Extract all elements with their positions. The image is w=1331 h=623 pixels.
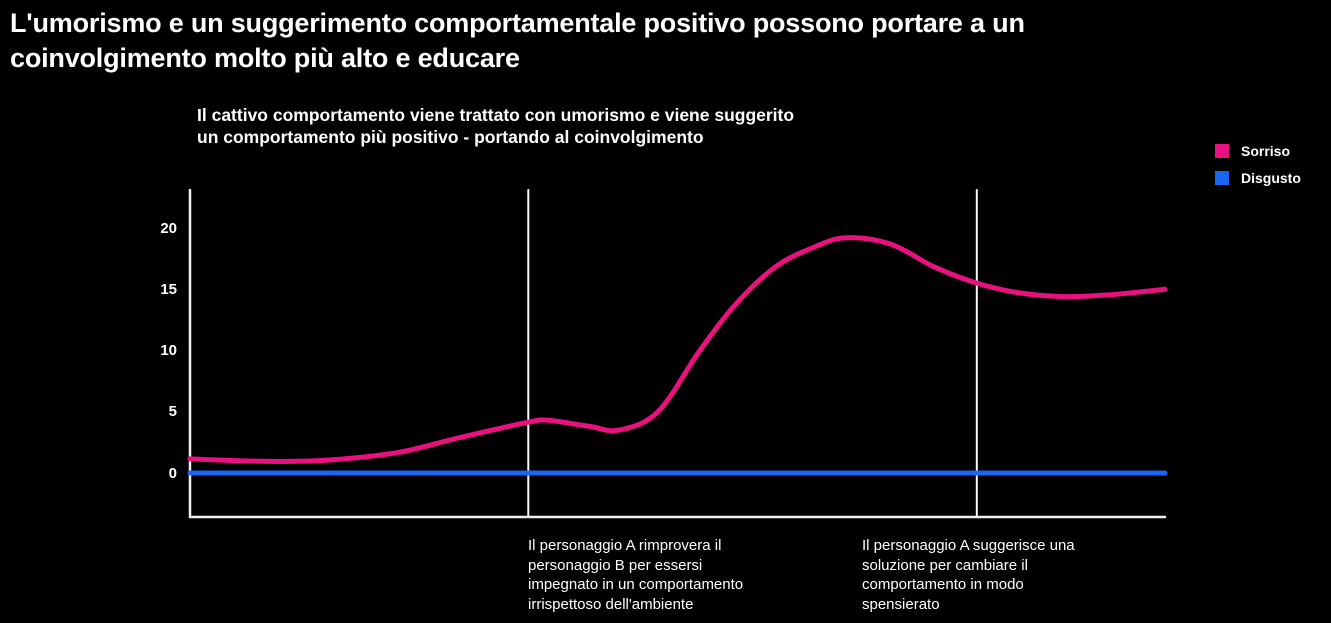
legend: Sorriso Disgusto — [1215, 143, 1301, 186]
series-line-sorriso — [187, 235, 1168, 464]
y-tick-label-20: 20 — [160, 219, 177, 237]
legend-label-disgusto: Disgusto — [1241, 170, 1301, 186]
y-tick-label-10: 10 — [160, 342, 177, 359]
page-title: L'umorismo e un suggerimento comportamen… — [10, 8, 1025, 73]
legend-item-disgusto: Disgusto — [1215, 170, 1301, 186]
y-tick-label-15: 15 — [160, 280, 177, 298]
y-tick-label-0: 0 — [168, 464, 177, 482]
annotation-event-2: Il personaggio A suggerisce una soluzion… — [862, 537, 1075, 613]
chart-subtitle: Il cattivo comportamento viene trattato … — [197, 105, 795, 148]
legend-label-sorriso: Sorriso — [1241, 143, 1291, 159]
legend-item-sorriso: Sorriso — [1215, 143, 1301, 159]
axes — [188, 188, 1167, 519]
annotation-event-1: Il personaggio A rimprovera il personagg… — [528, 537, 744, 613]
disgusto-swatch-icon — [1215, 171, 1229, 185]
y-tick-label-5: 5 — [168, 403, 177, 421]
sorriso-swatch-icon — [1215, 144, 1229, 158]
